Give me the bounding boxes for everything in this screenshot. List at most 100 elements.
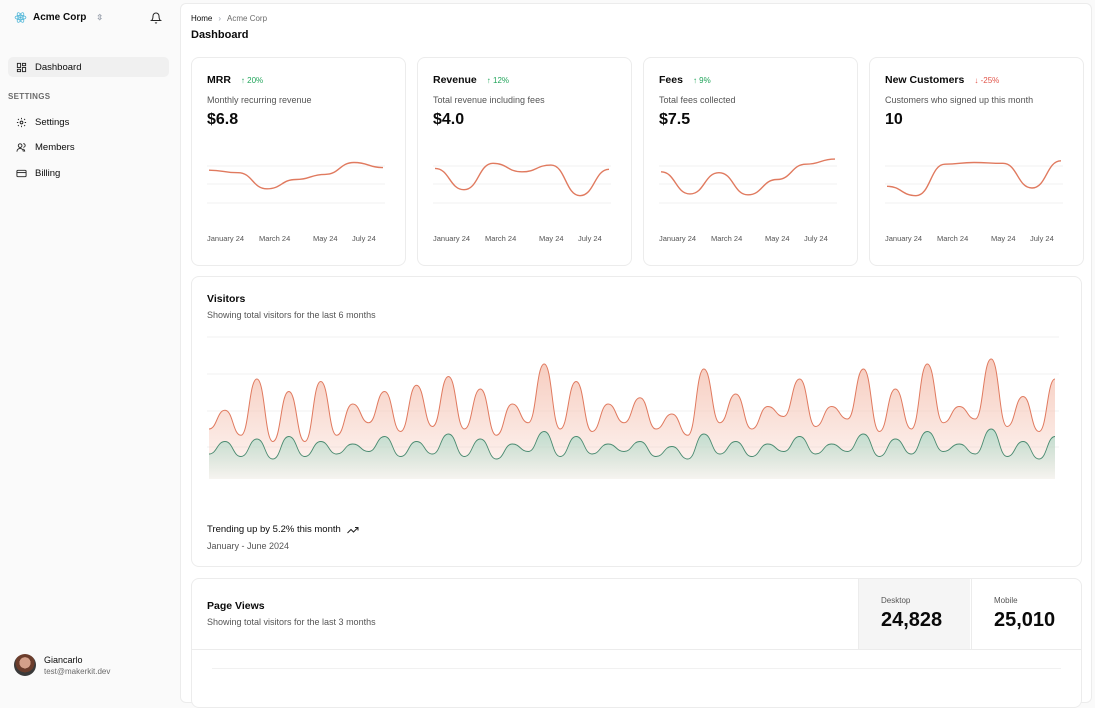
mobile-stat-button[interactable]: Mobile 25,010 — [971, 579, 1083, 649]
sparkline-series — [660, 158, 836, 196]
x-tick-label: January 24 — [885, 234, 923, 243]
users-icon — [16, 142, 26, 152]
x-axis-labels: January 24 March 24 May 24 July 24 — [885, 234, 1070, 246]
trend-value: 9% — [699, 75, 711, 85]
metric-description: Monthly recurring revenue — [207, 95, 312, 105]
page-views-title: Page Views — [207, 600, 265, 612]
page-views-card: Page Views Showing total visitors for th… — [191, 578, 1082, 708]
stat-label: Mobile — [994, 596, 1018, 605]
trend-badge: ↑ 9% — [693, 76, 711, 85]
arrow-up-icon: ↑ — [486, 75, 491, 85]
sidebar-item-members[interactable]: Members — [8, 137, 169, 157]
x-axis-labels: January 24 March 24 May 24 July 24 — [433, 234, 618, 246]
metric-value: $4.0 — [433, 111, 465, 128]
x-tick-label: March 24 — [711, 234, 743, 243]
breadcrumb-home[interactable]: Home — [191, 14, 213, 23]
sidebar-section-label: SETTINGS — [8, 92, 51, 101]
mobile-area — [209, 429, 1055, 479]
org-switcher[interactable]: Acme Corp ⇳ — [14, 11, 103, 24]
sidebar-item-label: Members — [35, 141, 75, 153]
sidebar-item-label: Billing — [35, 167, 61, 179]
page-views-subtitle: Showing total visitors for the last 3 mo… — [207, 617, 376, 627]
breadcrumb: Home › Acme Corp — [191, 14, 267, 23]
x-axis-labels: January 24 March 24 May 24 July 24 — [659, 234, 844, 246]
arrow-up-icon: ↑ — [692, 75, 697, 85]
metric-description: Total revenue including fees — [433, 95, 545, 105]
trend-value: 12% — [493, 75, 510, 85]
chevron-up-down-icon: ⇳ — [96, 13, 104, 22]
metric-title: New Customers ↓ -25% — [885, 74, 999, 86]
stat-label: Desktop — [881, 596, 911, 605]
x-tick-label: March 24 — [937, 234, 969, 243]
visitors-subtitle: Showing total visitors for the last 6 mo… — [207, 310, 376, 320]
sparkline-series — [434, 162, 610, 197]
metric-title: Revenue ↑ 12% — [433, 74, 509, 86]
metric-value: $6.8 — [207, 111, 239, 128]
user-name: Giancarlo — [44, 654, 83, 665]
sidebar-item-label: Settings — [35, 116, 70, 128]
metric-card-new-customers: New Customers ↓ -25% Customers who signe… — [869, 57, 1084, 266]
metric-card-revenue: Revenue ↑ 12% Total revenue including fe… — [417, 57, 632, 266]
trending-up-icon — [346, 526, 359, 533]
breadcrumb-current: Acme Corp — [227, 14, 268, 23]
x-tick-label: May 24 — [313, 234, 338, 243]
metric-sparkline — [207, 161, 385, 204]
trend-value: 20% — [247, 75, 264, 85]
page-title: Dashboard — [191, 29, 249, 41]
sidebar-item-label: Dashboard — [35, 61, 82, 73]
main-panel: Home › Acme Corp Dashboard MRR ↑ 20% Mon… — [180, 3, 1092, 708]
sidebar: Acme Corp ⇳ Dashboard SETTINGS Settings … — [0, 0, 180, 691]
trend-badge: ↓ -25% — [974, 76, 999, 85]
visitors-range: January - June 2024 — [207, 541, 290, 551]
metric-description: Customers who signed up this month — [885, 95, 1034, 105]
gear-icon — [16, 117, 27, 127]
org-name: Acme Corp — [33, 12, 87, 23]
metric-card-fees: Fees ↑ 9% Total fees collected $7.5 Janu… — [643, 57, 858, 266]
user-menu[interactable]: Giancarlo test@makerkit.dev — [14, 654, 110, 676]
arrow-up-icon: ↑ — [240, 75, 245, 85]
metric-value: 10 — [885, 111, 903, 128]
react-atom-icon — [14, 12, 27, 23]
visitors-trend: Trending up by 5.2% this month — [207, 524, 359, 535]
user-email: test@makerkit.dev — [44, 666, 111, 676]
visitors-trend-text: Trending up by 5.2% this month — [207, 524, 341, 535]
x-tick-label: March 24 — [485, 234, 517, 243]
desktop-series-line — [208, 358, 1056, 443]
trend-badge: ↑ 20% — [241, 76, 263, 85]
metric-name: New Customers — [885, 74, 965, 86]
metric-name: MRR — [207, 74, 231, 86]
sidebar-item-dashboard[interactable]: Dashboard — [8, 57, 169, 77]
x-tick-label: January 24 — [433, 234, 471, 243]
x-tick-label: May 24 — [765, 234, 790, 243]
x-axis-labels: January 24 March 24 May 24 July 24 — [207, 234, 392, 246]
x-tick-label: July 24 — [352, 234, 376, 243]
metric-sparkline — [433, 162, 611, 204]
x-tick-label: July 24 — [578, 234, 602, 243]
metric-title: MRR ↑ 20% — [207, 74, 263, 86]
trend-badge: ↑ 12% — [487, 76, 509, 85]
dashboard-icon — [16, 62, 27, 72]
metric-name: Fees — [659, 74, 683, 86]
sidebar-item-billing[interactable]: Billing — [8, 163, 169, 183]
desktop-stat-button[interactable]: Desktop 24,828 — [858, 579, 970, 649]
x-tick-label: July 24 — [804, 234, 828, 243]
metric-value: $7.5 — [659, 111, 691, 128]
x-tick-label: July 24 — [1030, 234, 1054, 243]
x-tick-label: January 24 — [207, 234, 245, 243]
sparkline-series — [208, 161, 384, 190]
avatar — [14, 654, 36, 676]
credit-card-icon — [16, 169, 27, 177]
metric-sparkline — [885, 160, 1063, 204]
x-tick-label: May 24 — [991, 234, 1016, 243]
stat-value: 25,010 — [994, 609, 1056, 631]
grid-line — [212, 668, 1061, 669]
metric-title: Fees ↑ 9% — [659, 74, 711, 86]
stat-value: 24,828 — [881, 609, 943, 631]
bell-icon[interactable] — [150, 12, 162, 24]
visitors-chart — [207, 336, 1059, 479]
visitors-title: Visitors — [207, 293, 246, 305]
sparkline-series — [886, 160, 1062, 197]
chevron-right-icon: › — [218, 14, 222, 23]
sidebar-item-settings[interactable]: Settings — [8, 112, 169, 132]
trend-value: -25% — [980, 75, 1000, 85]
